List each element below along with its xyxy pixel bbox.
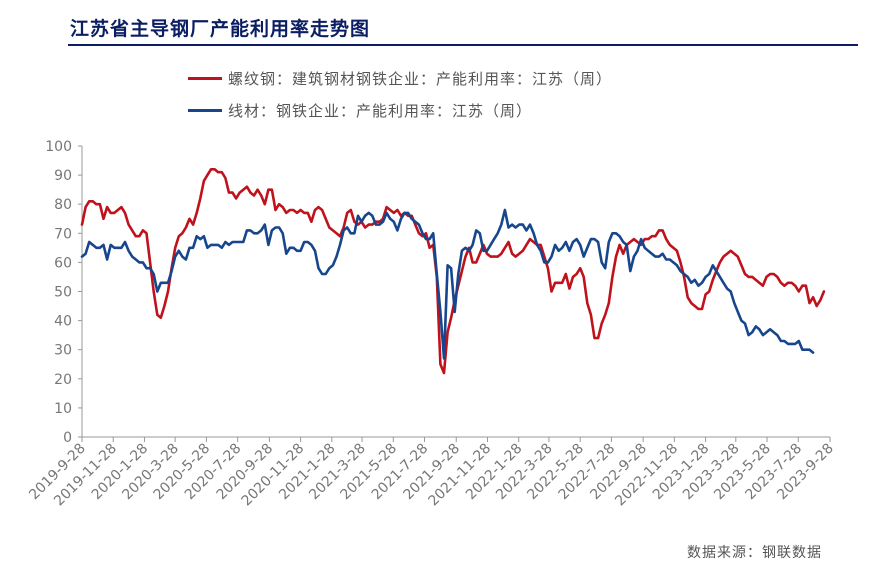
y-tick-label: 30	[54, 343, 72, 359]
legend-swatch-rebar	[188, 76, 222, 80]
legend-item-wire: 线材：钢铁企业：产能利用率：江苏（周）	[188, 94, 612, 126]
legend-swatch-wire	[188, 108, 222, 112]
legend-item-rebar: 螺纹钢：建筑钢材钢铁企业：产能利用率：江苏（周）	[188, 62, 612, 94]
chart-legend: 螺纹钢：建筑钢材钢铁企业：产能利用率：江苏（周） 线材：钢铁企业：产能利用率：江…	[188, 62, 612, 126]
y-tick-label: 70	[54, 226, 72, 242]
y-tick-label: 90	[54, 168, 72, 184]
series-line-rebar	[80, 168, 826, 375]
y-tick-label: 80	[54, 197, 72, 213]
y-tick-label: 100	[45, 139, 72, 155]
y-tick-label: 60	[54, 255, 72, 271]
y-tick-label: 40	[54, 314, 72, 330]
chart-title: 江苏省主导钢厂产能利用率走势图	[70, 18, 371, 40]
legend-label-rebar: 螺纹钢：建筑钢材钢铁企业：产能利用率：江苏（周）	[228, 69, 613, 88]
legend-label-wire: 线材：钢铁企业：产能利用率：江苏（周）	[228, 101, 533, 120]
y-tick-label: 10	[54, 401, 72, 417]
data-source: 数据来源：钢联数据	[687, 545, 822, 561]
y-tick-label: 20	[54, 372, 72, 388]
y-tick-label: 0	[63, 430, 72, 446]
y-tick-label: 50	[54, 285, 72, 301]
series-line-wire	[80, 208, 815, 360]
title-underline	[68, 44, 858, 46]
